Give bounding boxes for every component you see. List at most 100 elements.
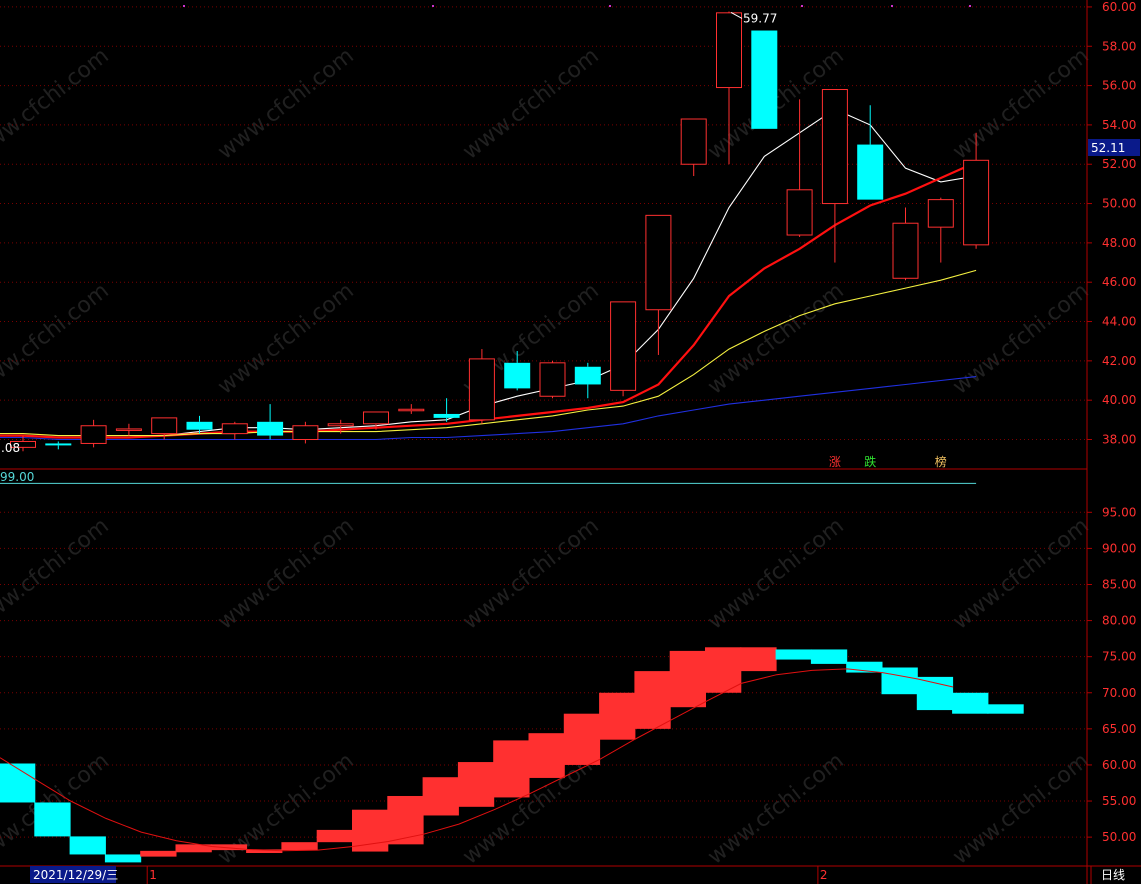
candle[interactable] [292,421,319,444]
month-label: 1 [149,868,157,882]
oscillator-bar [528,733,565,778]
oscillator-tick-label: 95.00 [1102,505,1136,519]
top-dot-marker [891,5,893,7]
oscillator-bar [0,763,36,803]
oscillator-bar [740,647,777,672]
candle-body [221,423,248,435]
candle[interactable] [504,351,531,391]
candle-body [292,425,319,441]
oscillator-tick-label: 65.00 [1102,722,1136,736]
price-panel[interactable] [0,11,990,452]
oscillator-tick-label: 75.00 [1102,650,1136,664]
candle[interactable] [398,404,425,414]
indicator-top-label: 99.00 [0,470,34,484]
oscillator-bar [316,829,353,843]
price-tick-label: 42.00 [1102,354,1136,368]
oscillator-bar [669,650,706,708]
candle[interactable] [433,398,460,422]
period-label[interactable]: 日线 [1101,868,1125,882]
candle[interactable] [892,207,919,281]
watermark-text: www.cfchi.com [948,43,1093,164]
ma-white [164,108,977,437]
date-cursor-label: 2021/12/29/三 [33,868,118,882]
month-label: 2 [820,868,828,882]
price-tick-label: 58.00 [1102,39,1136,53]
oscillator-bar [599,692,636,740]
oscillator-bar [810,649,848,664]
oscillator-tick-label: 55.00 [1102,794,1136,808]
candle[interactable] [468,349,495,424]
price-tick-label: 60.00 [1102,0,1136,14]
candle[interactable] [751,30,778,129]
oscillator-signal-line [0,668,954,852]
candle[interactable] [45,441,72,450]
candle[interactable] [574,362,601,399]
candle[interactable] [539,360,566,399]
oscillator-bar [281,842,318,851]
candle[interactable] [257,404,284,440]
oscillator-bar [246,849,283,854]
candle[interactable] [115,423,142,436]
candle[interactable] [186,415,213,434]
event-marker[interactable]: 跌 [864,454,876,469]
watermark-text: www.cfchi.com [703,513,848,634]
price-tick-label: 52.00 [1102,157,1136,171]
price-tick-label: 56.00 [1102,79,1136,93]
watermark-text: www.cfchi.com [213,278,358,399]
watermark-text: www.cfchi.com [948,278,1093,399]
candle-body [927,199,954,228]
oscillator-bar [34,802,71,837]
candles[interactable] [10,11,990,452]
oscillator-panel[interactable] [0,482,1024,863]
oscillator-bar [705,647,742,693]
candle[interactable] [786,99,813,237]
oscillator-bar [210,844,248,851]
candle-body [186,421,213,430]
candle-body [751,30,778,129]
event-marker[interactable]: 涨 [829,454,841,469]
candle[interactable] [680,118,707,177]
oscillator-bar [952,692,989,714]
date-cursor-badge [30,866,116,883]
candle[interactable] [80,419,107,448]
candle-body [363,411,389,425]
candle[interactable] [716,11,742,165]
candle[interactable] [610,301,637,397]
candle[interactable] [221,421,248,440]
candle[interactable] [927,197,954,263]
price-tick-label: 46.00 [1102,275,1136,289]
top-dot-marker [801,5,803,7]
candle-body [151,417,178,435]
candle-body [433,413,460,418]
candle[interactable] [151,417,178,440]
oscillator-bar [493,740,530,798]
price-tick-label: 38.00 [1102,433,1136,447]
oscillator-bar [352,809,389,852]
watermark-text: www.cfchi.com [0,43,114,164]
watermark-text: www.cfchi.com [0,513,114,634]
candle[interactable] [363,411,389,430]
event-marker[interactable]: 榜 [935,454,947,469]
candle-body [10,440,36,448]
oscillator-bar [69,836,106,855]
oscillator-bar [387,795,424,845]
candle[interactable] [10,435,36,452]
candle[interactable] [327,419,354,434]
top-dot-marker [432,5,434,7]
watermark-text: www.cfchi.com [213,513,358,634]
oscillator-bar [916,676,954,711]
candle[interactable] [857,105,884,200]
candle[interactable] [821,89,848,263]
oscillator-tick-label: 85.00 [1102,577,1136,591]
candle[interactable] [645,214,672,355]
candle-body [80,425,107,444]
candle[interactable] [963,132,990,249]
watermark-text: www.cfchi.com [213,43,358,164]
oscillator-bar [634,671,671,729]
high-price-pointer [730,12,743,19]
oscillator-bar [563,713,601,765]
watermark-text: www.cfchi.com [458,43,603,164]
candle-body [574,366,601,385]
